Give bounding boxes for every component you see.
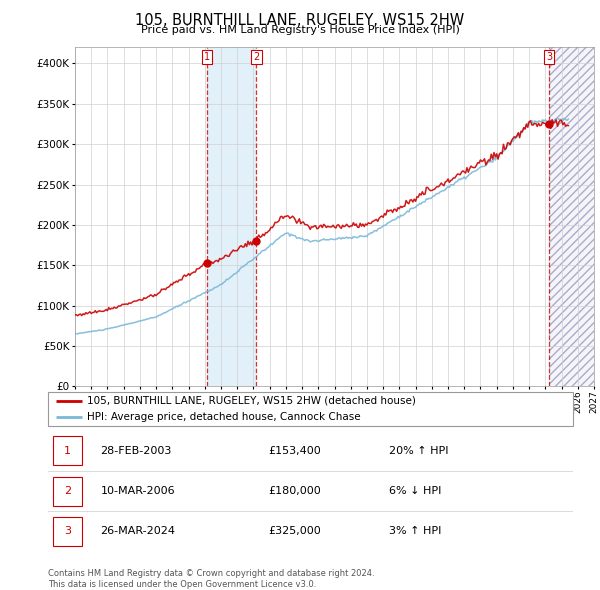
FancyBboxPatch shape [48, 392, 573, 426]
Text: 20% ↑ HPI: 20% ↑ HPI [389, 446, 449, 456]
Text: 105, BURNTHILL LANE, RUGELEY, WS15 2HW (detached house): 105, BURNTHILL LANE, RUGELEY, WS15 2HW (… [88, 396, 416, 406]
Text: 6% ↓ HPI: 6% ↓ HPI [389, 486, 442, 496]
FancyBboxPatch shape [53, 517, 82, 546]
Text: £325,000: £325,000 [269, 526, 321, 536]
FancyBboxPatch shape [53, 477, 82, 506]
Text: 2: 2 [253, 53, 260, 63]
Text: 2: 2 [64, 486, 71, 496]
Text: 26-MAR-2024: 26-MAR-2024 [101, 526, 176, 536]
Text: £153,400: £153,400 [269, 446, 321, 456]
Text: 28-FEB-2003: 28-FEB-2003 [101, 446, 172, 456]
Bar [208, 47, 256, 386]
Text: Contains HM Land Registry data © Crown copyright and database right 2024.
This d: Contains HM Land Registry data © Crown c… [48, 569, 374, 589]
Text: 1: 1 [64, 446, 71, 456]
Bar [549, 47, 594, 386]
FancyBboxPatch shape [53, 437, 82, 466]
Text: HPI: Average price, detached house, Cannock Chase: HPI: Average price, detached house, Cann… [88, 412, 361, 422]
Bar [549, 47, 594, 386]
Text: 3: 3 [64, 526, 71, 536]
Text: 3% ↑ HPI: 3% ↑ HPI [389, 526, 442, 536]
Text: 3: 3 [546, 53, 552, 63]
Text: 105, BURNTHILL LANE, RUGELEY, WS15 2HW: 105, BURNTHILL LANE, RUGELEY, WS15 2HW [136, 13, 464, 28]
Text: 1: 1 [204, 53, 211, 63]
Text: Price paid vs. HM Land Registry's House Price Index (HPI): Price paid vs. HM Land Registry's House … [140, 25, 460, 35]
Text: £180,000: £180,000 [269, 486, 321, 496]
Text: 10-MAR-2006: 10-MAR-2006 [101, 486, 175, 496]
